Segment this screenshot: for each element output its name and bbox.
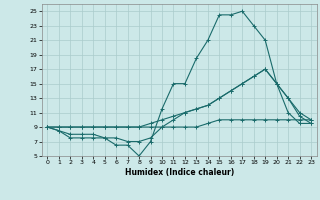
X-axis label: Humidex (Indice chaleur): Humidex (Indice chaleur)	[124, 168, 234, 177]
